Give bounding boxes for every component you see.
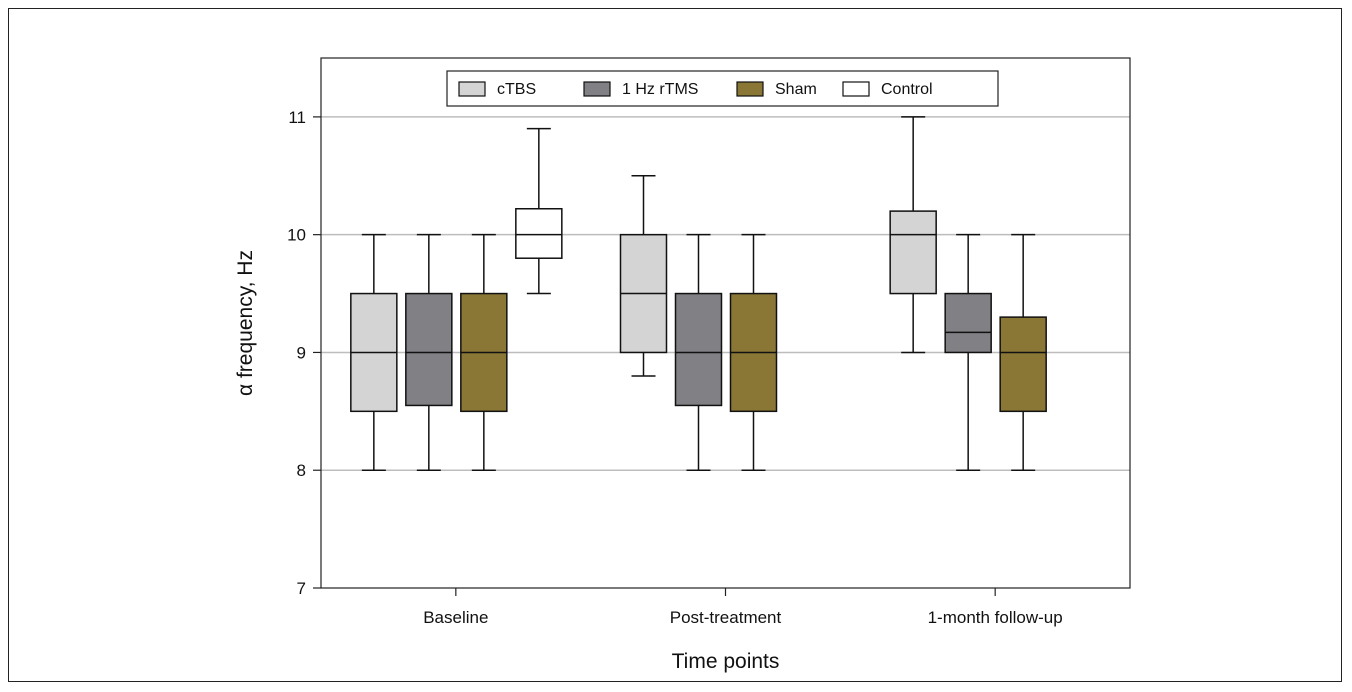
box-ctbs-0 — [350, 233, 398, 471]
legend-label: Control — [881, 81, 933, 98]
legend-swatch — [458, 81, 486, 97]
legend-item: Control — [842, 81, 933, 98]
legend-box — [446, 70, 999, 107]
legend-swatch — [583, 81, 611, 97]
legend-swatch — [842, 81, 870, 97]
legend-item: 1 Hz rTMS — [583, 81, 698, 98]
y-axis-ticks: 7 8 9 10 11 — [287, 108, 321, 598]
box-1-hz-rtms-1 — [674, 233, 723, 471]
box-sham-1 — [729, 233, 778, 471]
box-1-hz-rtms-0 — [405, 233, 453, 471]
box-iqr — [999, 316, 1047, 413]
legend-label: cTBS — [497, 81, 536, 98]
y-tick-label: 7 — [297, 579, 306, 598]
box-ctbs-1 — [619, 175, 668, 377]
box-groups — [350, 116, 1047, 471]
box-iqr — [889, 210, 937, 295]
x-tick-label: 1-month follow-up — [928, 608, 1063, 627]
x-tick-label: Baseline — [423, 608, 488, 627]
x-axis-ticks: Baseline Post-treatment 1-month follow-up — [423, 588, 1063, 627]
box-iqr — [405, 292, 453, 407]
box-sham-2 — [999, 233, 1047, 471]
box-iqr — [944, 292, 992, 354]
legend-swatch — [736, 81, 764, 97]
box-1-hz-rtms-2 — [944, 233, 992, 471]
box-ctbs-2 — [889, 116, 937, 354]
legend-label: 1 Hz rTMS — [622, 81, 698, 98]
legend: cTBS 1 Hz rTMS Sham Control — [446, 70, 999, 107]
x-axis-title: Time points — [672, 650, 780, 673]
legend-item: cTBS — [458, 81, 536, 98]
y-tick-label: 9 — [297, 343, 306, 362]
legend-item: Sham — [736, 81, 817, 98]
y-tick-label: 8 — [297, 461, 306, 480]
y-tick-label: 11 — [288, 108, 306, 127]
x-tick-label: Post-treatment — [670, 608, 782, 627]
grid-lines — [321, 116, 1130, 471]
box-iqr — [515, 208, 563, 259]
y-tick-label: 10 — [287, 226, 306, 245]
box-iqr — [674, 292, 723, 407]
y-axis-title: α frequency, Hz — [234, 250, 257, 396]
box-control-0 — [515, 127, 563, 295]
legend-label: Sham — [775, 81, 817, 98]
box-sham-0 — [460, 233, 508, 471]
